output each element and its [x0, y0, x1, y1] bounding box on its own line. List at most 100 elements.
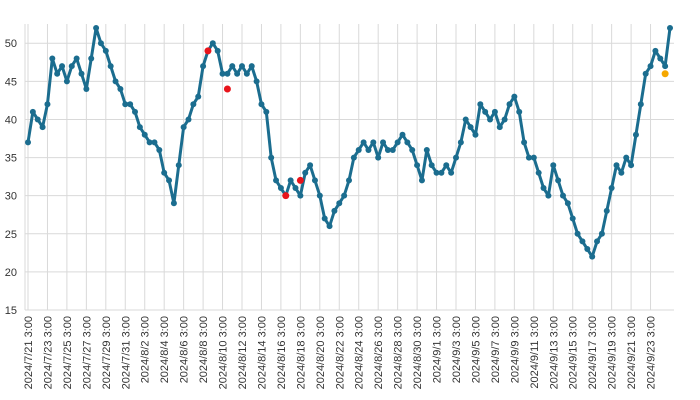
point [448, 169, 455, 176]
point [384, 146, 391, 153]
x-tick-label: 2024/7/25 3:00 [62, 316, 74, 389]
point [360, 139, 367, 146]
line [26, 26, 672, 259]
point [628, 162, 635, 169]
x-tick-label: 2024/7/31 3:00 [120, 316, 132, 389]
point [88, 55, 95, 62]
point [258, 101, 265, 108]
point [321, 215, 328, 222]
point [175, 162, 182, 169]
point [39, 124, 46, 131]
point [603, 207, 610, 214]
point [579, 238, 586, 245]
x-tick-label: 2024/8/14 3:00 [256, 316, 268, 389]
point [511, 93, 518, 100]
y-tick-label: 20 [5, 267, 17, 279]
point [54, 70, 61, 77]
x-tick-label: 2024/9/17 3:00 [587, 316, 599, 389]
point [268, 154, 275, 161]
point [83, 85, 90, 92]
point [166, 177, 173, 184]
point [248, 63, 255, 70]
x-tick-label: 2024/8/20 3:00 [315, 316, 327, 389]
point [540, 185, 547, 192]
point [136, 124, 143, 131]
point [409, 146, 416, 153]
point [467, 124, 474, 131]
highlight-point [296, 176, 304, 184]
point [59, 63, 66, 70]
x-tick-label: 2024/8/26 3:00 [373, 316, 385, 389]
point [428, 162, 435, 169]
point [200, 63, 207, 70]
x-tick-label: 2024/7/27 3:00 [81, 316, 93, 389]
point [156, 146, 163, 153]
point [25, 139, 31, 146]
point [355, 146, 362, 153]
point [462, 116, 469, 123]
point [545, 192, 552, 199]
point [375, 154, 382, 161]
point [326, 223, 333, 230]
x-tick-label: 2024/9/21 3:00 [626, 316, 638, 389]
point [316, 192, 323, 199]
x-tick-label: 2024/8/2 3:00 [140, 316, 152, 383]
point [457, 139, 464, 146]
x-tick-label: 2024/9/19 3:00 [607, 316, 619, 389]
point [190, 101, 197, 108]
point [78, 70, 85, 77]
point [482, 108, 489, 115]
x-tick-label: 2024/8/8 3:00 [198, 316, 210, 383]
highlight-point [661, 70, 669, 78]
point [161, 169, 168, 176]
x-tick-label: 2024/8/30 3:00 [412, 316, 424, 389]
point [584, 246, 591, 253]
point [535, 169, 542, 176]
point [370, 139, 377, 146]
point [234, 70, 241, 77]
point [491, 108, 498, 115]
point [496, 124, 503, 131]
x-tick-label: 2024/8/10 3:00 [218, 316, 230, 389]
point [652, 47, 659, 54]
point [501, 116, 508, 123]
x-tick-label: 2024/7/23 3:00 [42, 316, 54, 389]
x-tick-label: 2024/9/23 3:00 [646, 316, 658, 389]
x-tick-label: 2024/9/11 3:00 [529, 316, 541, 389]
point [365, 146, 372, 153]
highlight-point [223, 85, 231, 93]
x-tick-label: 2024/9/5 3:00 [470, 316, 482, 383]
point [132, 108, 138, 115]
point [657, 55, 664, 62]
x-tick-label: 2024/8/28 3:00 [393, 316, 405, 389]
y-tick-label: 50 [5, 38, 17, 50]
point [380, 139, 387, 146]
point [263, 108, 270, 115]
point [214, 47, 221, 54]
point [73, 55, 80, 62]
point [642, 70, 649, 77]
point [618, 169, 625, 176]
point [418, 177, 425, 184]
point [350, 154, 357, 161]
point [63, 78, 70, 85]
point [311, 177, 318, 184]
point [550, 162, 557, 169]
point [127, 101, 134, 108]
point [219, 70, 226, 77]
point [97, 40, 104, 47]
point [443, 162, 450, 169]
point [112, 78, 119, 85]
y-tick-label: 30 [5, 191, 17, 203]
point [239, 63, 245, 70]
point [389, 146, 396, 153]
highlight-point [282, 192, 290, 200]
point [253, 78, 260, 85]
point [307, 162, 314, 169]
point [107, 63, 114, 70]
point [394, 139, 401, 146]
point [341, 192, 348, 199]
point [564, 200, 571, 207]
point [637, 101, 644, 108]
x-tick-label: 2024/8/16 3:00 [276, 316, 288, 389]
